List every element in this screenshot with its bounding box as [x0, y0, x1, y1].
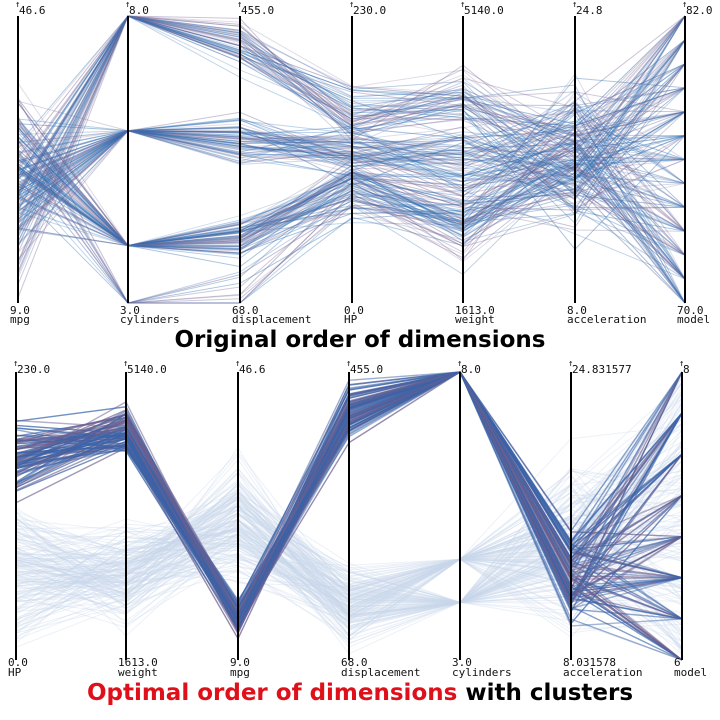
axis-arrow-icon: ↑ [13, 359, 18, 369]
axis-min-label: 0.0 [344, 304, 364, 317]
axis-min-label: 9.0 [230, 656, 250, 669]
axis-arrow-icon: ↑ [568, 359, 573, 369]
axis-arrow-icon: ↑ [457, 359, 462, 369]
axis-arrow-icon: ↑ [349, 0, 354, 10]
axis-max-label: 8.0 [129, 4, 149, 17]
axis-max-label: 24.831577 [572, 363, 632, 376]
axis-min-label: 8.0 [567, 304, 587, 317]
axis-arrow-icon: ↑ [235, 359, 240, 369]
axis-max-label: 5140.0 [127, 363, 167, 376]
axis-min-label: 0.0 [8, 656, 28, 669]
caption-optimal-red: Optimal order of dimensions [87, 680, 457, 706]
axis-HP: ↑230.0 0.0HP [8, 359, 50, 679]
caption-optimal-black: with clusters [457, 680, 633, 706]
axis-arrow-icon: ↑ [682, 0, 687, 10]
axis-arrow-icon: ↑ [460, 0, 465, 10]
axis-name-label: cylinders [452, 666, 512, 679]
axis-name-label: acceleration [567, 313, 646, 326]
axis-arrow-icon: ↑ [125, 0, 130, 10]
axis-name-label: mpg [10, 313, 30, 326]
axis-name-label: model [674, 666, 707, 679]
axis-max-label: 46.6 [19, 4, 46, 17]
axis-max-label: 455.0 [241, 4, 274, 17]
axis-name-label: acceleration [563, 666, 642, 679]
axis-max-label: 24.8 [576, 4, 603, 17]
axis-HP: ↑230.0 0.0HP [344, 0, 386, 326]
axis-arrow-icon: ↑ [679, 359, 684, 369]
axis-max-label: 230.0 [17, 363, 50, 376]
axis-arrow-icon: ↑ [346, 359, 351, 369]
caption-optimal: Optimal order of dimensions with cluster… [87, 680, 633, 706]
axis-min-label: 6 [674, 656, 681, 669]
axis-max-label: 230.0 [353, 4, 386, 17]
axis-arrow-icon: ↑ [572, 0, 577, 10]
axis-max-label: 46.6 [239, 363, 266, 376]
axis-name-label: weight [455, 313, 495, 326]
caption-original: Original order of dimensions [174, 327, 545, 353]
axis-name-label: displacement [341, 666, 420, 679]
axis-arrow-icon: ↑ [15, 0, 20, 10]
axis-name-label: cylinders [120, 313, 180, 326]
axis-min-label: 68.0 [232, 304, 259, 317]
axis-min-label: 1613.0 [118, 656, 158, 669]
axis-name-label: weight [118, 666, 158, 679]
axis-name-label: HP [8, 666, 22, 679]
axis-arrow-icon: ↑ [123, 359, 128, 369]
axis-name-label: HP [344, 313, 358, 326]
axis-min-label: 3.0 [120, 304, 140, 317]
axis-min-label: 3.0 [452, 656, 472, 669]
axis-arrow-icon: ↑ [237, 0, 242, 10]
axis-name-label: mpg [230, 666, 250, 679]
axis-min-label: 9.0 [10, 304, 30, 317]
axis-max-label: 8 [683, 363, 690, 376]
axis-max-label: 455.0 [350, 363, 383, 376]
axis-min-label: 8.031578 [563, 656, 616, 669]
axis-min-label: 1613.0 [455, 304, 495, 317]
axis-min-label: 70.0 [677, 304, 704, 317]
axis-max-label: 82.0 [686, 4, 713, 17]
chart-optimal-order: ↑230.00.0HP↑5140.01613.0weight↑46.69.0mp… [8, 359, 707, 679]
axis-max-label: 5140.0 [464, 4, 504, 17]
axis-min-label: 68.0 [341, 656, 368, 669]
axis-max-label: 8.0 [461, 363, 481, 376]
axis-name-label: displacement [232, 313, 311, 326]
axis-name-label: model [677, 313, 710, 326]
chart-original-order: ↑46.69.0mpg↑8.03.0cylinders↑455.068.0dis… [10, 0, 713, 326]
